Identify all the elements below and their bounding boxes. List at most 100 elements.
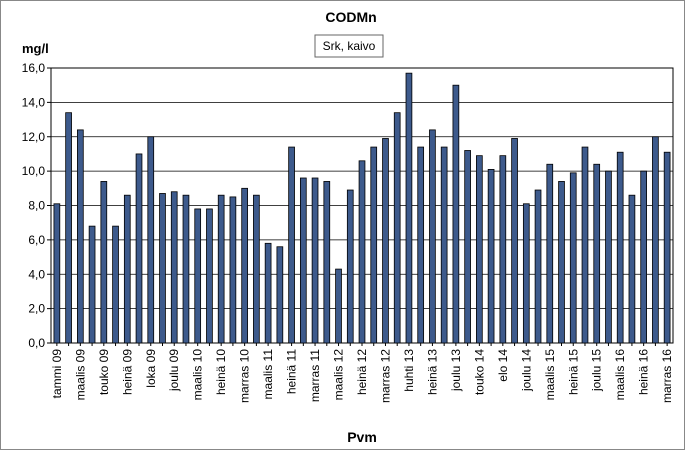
x-tick-label: maalis 16: [613, 349, 627, 401]
x-tick-label: marras 12: [378, 349, 392, 403]
x-tick-label: elo 14: [496, 349, 510, 382]
bar: [264, 242, 272, 344]
bar: [522, 203, 530, 344]
x-tick-label: maalis 11: [261, 349, 275, 400]
x-tick-label: heinä 09: [120, 349, 134, 395]
x-tick-label: heinä 13: [425, 349, 439, 395]
x-tick-label: joulu 15: [590, 349, 604, 392]
x-tick-label: heinä 12: [355, 349, 369, 395]
bar: [299, 177, 307, 344]
bar: [217, 194, 225, 344]
bar: [323, 181, 331, 344]
y-tick-label: 16,0: [22, 61, 46, 75]
y-tick-label: 10,0: [22, 164, 46, 178]
bar: [346, 189, 354, 344]
bar: [358, 160, 366, 344]
bar: [123, 194, 131, 344]
x-tick-label: maalis 10: [191, 349, 205, 401]
y-tick-label: 2,0: [28, 302, 45, 316]
bar: [53, 203, 61, 344]
bar: [628, 194, 636, 344]
y-tick-label: 6,0: [28, 233, 45, 247]
bar: [569, 172, 577, 344]
bar: [476, 155, 483, 344]
bar: [276, 246, 284, 344]
x-tick-label: tammi 09: [50, 349, 64, 399]
x-tick-label: joulu 14: [519, 349, 533, 392]
bar: [382, 138, 389, 344]
bar: [511, 138, 518, 344]
bar: [65, 112, 72, 344]
bar: [182, 194, 190, 344]
x-tick-label: joulu 13: [449, 349, 463, 392]
chart-title: CODMn: [325, 9, 376, 25]
x-tick-label: maalis 12: [332, 349, 346, 401]
legend-box: [314, 34, 384, 58]
bar: [405, 72, 413, 344]
bar: [147, 136, 155, 344]
y-axis-ticks: 0,0 2,0 4,0 6,0 8,0 10,0 12,0 14,0 16,0: [22, 61, 51, 350]
x-tick-label: marras 10: [238, 349, 252, 403]
bar: [77, 129, 84, 344]
bar: [206, 208, 213, 344]
bar: [100, 181, 108, 344]
x-tick-label: heinä 11: [285, 349, 299, 394]
bar: [558, 181, 565, 344]
bar: [112, 225, 119, 344]
x-tick-label: heinä 16: [637, 349, 651, 395]
x-tick-label: touko 14: [472, 349, 486, 395]
bar: [288, 146, 295, 344]
x-axis-ticks: tammi 09 maalis 09 touko 09 heinä 09 loka 09…: [50, 343, 674, 403]
bar: [487, 169, 495, 344]
x-tick-label: marras 11: [308, 349, 322, 402]
bar: [663, 151, 671, 344]
bar: [241, 187, 248, 344]
y-tick-label: 0,0: [28, 336, 45, 350]
bar: [135, 153, 143, 344]
bar: [335, 268, 342, 344]
bar: [546, 163, 554, 344]
bar: [452, 84, 460, 344]
bar: [429, 129, 436, 344]
bar: [499, 155, 507, 344]
x-axis-label: Pvm: [347, 429, 377, 445]
bar: [652, 136, 659, 344]
y-axis-unit-label: mg/l: [22, 41, 49, 56]
legend-entry-label: Srk, kaivo: [323, 39, 376, 53]
y-tick-label: 8,0: [28, 199, 45, 213]
x-tick-label: maalis 09: [73, 349, 87, 401]
bar: [170, 191, 178, 344]
bar: [229, 196, 237, 344]
bar: [417, 146, 425, 344]
x-tick-label: heinä 10: [214, 349, 228, 395]
bar: [464, 150, 471, 344]
y-tick-label: 12,0: [22, 130, 46, 144]
bar: [616, 151, 624, 344]
legend: Srk, kaivo: [314, 34, 384, 58]
bar: [605, 170, 612, 344]
bar: [370, 146, 378, 344]
bar: [393, 112, 401, 344]
y-tick-label: 4,0: [28, 267, 45, 281]
x-tick-label: heinä 15: [566, 349, 580, 395]
bar: [88, 225, 96, 344]
bar: [581, 146, 589, 344]
bar: [440, 146, 448, 344]
bar: [253, 194, 260, 344]
y-tick-label: 14,0: [22, 95, 46, 109]
bar: [159, 193, 166, 344]
x-tick-label: touko 09: [97, 349, 111, 395]
x-tick-label: huhti 13: [402, 349, 416, 392]
bars: [53, 72, 671, 344]
x-tick-label: marras 16: [660, 349, 674, 403]
bar: [194, 208, 202, 344]
bar: [311, 177, 319, 344]
x-tick-label: loka 09: [144, 349, 158, 388]
bar: [640, 170, 647, 344]
x-tick-label: maalis 15: [543, 349, 557, 401]
bar: [534, 189, 542, 344]
bar: [593, 163, 601, 344]
x-tick-label: joulu 09: [167, 349, 181, 392]
